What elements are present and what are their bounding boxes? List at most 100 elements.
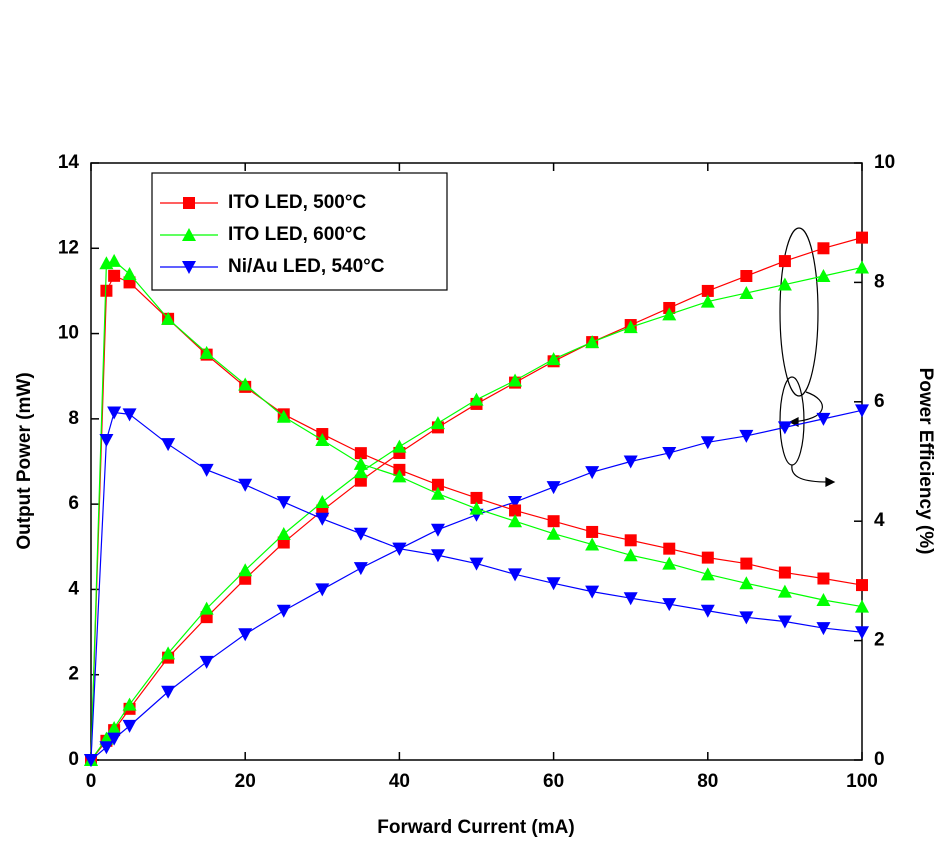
x-tick-label: 100 bbox=[846, 771, 878, 792]
y-axis-title: Output Power (mW) bbox=[14, 372, 35, 549]
marker bbox=[508, 568, 523, 582]
marker bbox=[430, 486, 445, 500]
marker bbox=[509, 504, 522, 517]
marker bbox=[623, 548, 638, 562]
marker bbox=[855, 626, 869, 640]
power-ellipse bbox=[779, 227, 819, 397]
annotations bbox=[779, 227, 836, 487]
marker bbox=[662, 556, 677, 570]
marker bbox=[315, 433, 330, 447]
marker bbox=[238, 478, 253, 492]
y2-tick-label: 8 bbox=[874, 271, 885, 292]
marker bbox=[817, 242, 830, 255]
x-tick-label: 80 bbox=[697, 771, 718, 792]
marker bbox=[547, 515, 560, 528]
marker bbox=[740, 270, 753, 283]
y2-axis-title: Power Efficiency (%) bbox=[915, 368, 936, 555]
marker bbox=[392, 439, 407, 453]
marker bbox=[122, 408, 137, 422]
marker bbox=[546, 352, 561, 366]
marker bbox=[199, 345, 214, 359]
marker bbox=[122, 267, 137, 281]
marker bbox=[199, 655, 214, 669]
marker bbox=[700, 567, 715, 581]
marker bbox=[700, 294, 715, 308]
marker bbox=[546, 577, 561, 591]
marker bbox=[856, 579, 868, 592]
marker bbox=[778, 255, 791, 268]
marker bbox=[238, 628, 253, 642]
marker bbox=[662, 307, 677, 321]
marker bbox=[470, 491, 483, 504]
marker bbox=[777, 421, 792, 435]
marker bbox=[122, 719, 137, 733]
marker bbox=[354, 447, 367, 460]
y-tick-label: 4 bbox=[68, 578, 79, 599]
marker bbox=[430, 549, 445, 563]
marker bbox=[508, 514, 523, 528]
marker bbox=[107, 732, 122, 746]
marker bbox=[161, 438, 176, 452]
marker bbox=[739, 611, 754, 625]
marker bbox=[700, 604, 715, 618]
marker bbox=[585, 537, 600, 551]
marker bbox=[662, 598, 677, 612]
marker bbox=[623, 592, 638, 606]
marker bbox=[508, 373, 523, 387]
marker bbox=[778, 566, 791, 579]
power-arrow bbox=[789, 391, 823, 423]
x-tick-label: 40 bbox=[389, 771, 410, 792]
marker bbox=[107, 721, 122, 735]
marker bbox=[430, 523, 445, 537]
marker bbox=[816, 622, 831, 636]
marker bbox=[182, 261, 196, 274]
y-tick-label: 8 bbox=[68, 408, 79, 429]
marker bbox=[701, 551, 714, 564]
marker bbox=[182, 228, 196, 241]
marker bbox=[546, 481, 561, 495]
marker bbox=[777, 615, 792, 629]
marker bbox=[107, 406, 122, 420]
marker bbox=[740, 557, 753, 570]
y2-tick-label: 0 bbox=[874, 749, 885, 770]
marker bbox=[276, 409, 291, 423]
legend-label: ITO LED, 600°C bbox=[228, 224, 366, 245]
marker bbox=[353, 527, 368, 541]
marker bbox=[817, 572, 830, 585]
x-tick-label: 60 bbox=[543, 771, 564, 792]
y2-tick-label: 6 bbox=[874, 391, 885, 412]
marker bbox=[392, 542, 407, 556]
marker bbox=[276, 496, 291, 510]
marker bbox=[238, 377, 253, 391]
marker bbox=[99, 741, 114, 755]
y2-tick-label: 2 bbox=[874, 630, 885, 651]
marker bbox=[238, 563, 253, 577]
marker bbox=[508, 496, 523, 510]
marker bbox=[739, 576, 754, 590]
marker bbox=[469, 392, 484, 406]
x-tick-label: 0 bbox=[86, 771, 97, 792]
marker bbox=[816, 593, 831, 607]
marker bbox=[276, 604, 291, 618]
marker bbox=[122, 697, 137, 711]
marker bbox=[662, 446, 677, 460]
marker bbox=[701, 284, 714, 297]
marker bbox=[663, 542, 676, 555]
marker bbox=[392, 469, 407, 483]
marker bbox=[586, 525, 599, 538]
marker bbox=[430, 416, 445, 430]
marker bbox=[855, 404, 869, 418]
efficiency-arrowhead bbox=[825, 477, 836, 487]
marker bbox=[431, 478, 444, 491]
marker bbox=[107, 253, 122, 267]
marker bbox=[315, 512, 330, 526]
marker bbox=[353, 456, 368, 470]
marker bbox=[84, 754, 98, 767]
marker bbox=[183, 197, 195, 209]
x-tick-label: 20 bbox=[235, 771, 256, 792]
power-arrowhead bbox=[788, 417, 799, 427]
legend-box bbox=[151, 172, 448, 291]
y-tick-label: 2 bbox=[68, 664, 79, 685]
marker bbox=[161, 646, 176, 660]
